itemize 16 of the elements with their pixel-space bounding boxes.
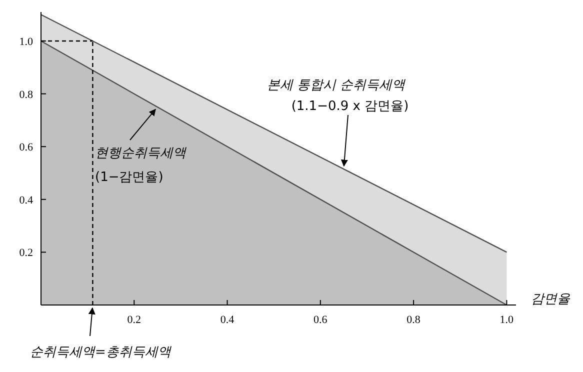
y-tick-label: 0.4 <box>19 194 34 206</box>
annotation: (1.1−0.9 x 감면율) <box>291 99 409 114</box>
x-tick-label: 0.6 <box>314 314 328 326</box>
annotation: (1−감면율) <box>95 170 164 185</box>
y-tick-label: 1.0 <box>19 36 34 48</box>
x-tick-label: 0.2 <box>127 314 142 326</box>
y-tick-label: 0.6 <box>19 142 34 154</box>
annotation: 현행순취득세액 <box>95 146 187 161</box>
annotation: 본세 통합시 순취득세액 <box>266 78 406 93</box>
x-tick-label: 0.4 <box>220 314 235 326</box>
y-tick-label: 0.8 <box>19 88 34 101</box>
annotation: 순취득세액=총취득세액 <box>30 345 172 360</box>
x-tick-label: 0.8 <box>406 314 421 326</box>
x-axis-title: 감면율 <box>531 292 571 307</box>
y-tick-label: 0.2 <box>19 247 33 260</box>
x-tick-label: 1.0 <box>500 314 514 326</box>
